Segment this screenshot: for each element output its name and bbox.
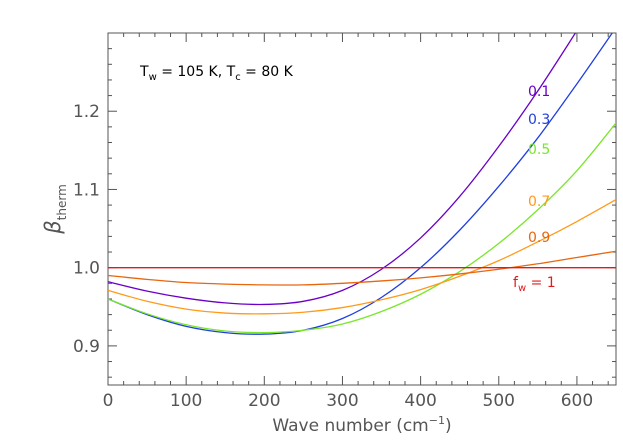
y-axis-label-sub: therm — [55, 184, 69, 220]
annotation-temperatures: Tw = 105 K, Tc = 80 K — [139, 64, 294, 83]
series-line-0-9 — [108, 250, 616, 286]
x-tick-label: 0 — [103, 391, 114, 411]
annotation-part: = 105 K, T — [157, 64, 236, 80]
series-label-eq: = — [526, 275, 547, 291]
x-tick-label: 400 — [404, 391, 436, 411]
y-tick-label: 1.2 — [73, 102, 100, 122]
x-axis-label-sup: −1 — [429, 414, 445, 427]
x-tick-label: 500 — [483, 391, 515, 411]
annotation-part: = 80 K — [241, 64, 294, 80]
x-axis-label-end: ) — [445, 416, 452, 436]
x-tick-label: 200 — [248, 391, 280, 411]
series-label-prefix-sub: w — [518, 283, 526, 294]
series-label: 0.3 — [528, 112, 550, 128]
series-labels: 0.1 0.3 0.5 0.7 0.9 fw = 1 — [513, 84, 556, 294]
y-tick-label: 0.9 — [73, 337, 100, 357]
series-label: 0.5 — [528, 142, 550, 158]
series-label: 0.1 — [528, 84, 550, 100]
x-axis-label: Wave number (cm−1) — [272, 414, 451, 436]
series-label: 0.9 — [528, 230, 550, 246]
series-label: fw = 1 — [513, 275, 556, 294]
y-axis-label-main: β — [41, 220, 65, 234]
y-tick-label: 1.1 — [73, 180, 100, 200]
x-axis-label-main: Wave number (cm — [272, 416, 428, 436]
x-tick-label: 600 — [561, 391, 593, 411]
series-line-0-7 — [108, 199, 616, 315]
annotation-part: w — [149, 72, 157, 83]
y-axis-label: βtherm — [41, 184, 69, 235]
series-label-value: 1 — [547, 275, 556, 291]
x-tick-label: 100 — [170, 391, 202, 411]
x-tick-label: 300 — [326, 391, 358, 411]
series-label-prefix: f — [513, 275, 519, 291]
annotation-part: c — [235, 72, 241, 83]
y-tick-label: 1.0 — [73, 259, 100, 279]
series-label: 0.7 — [528, 194, 550, 210]
plot-frame — [107, 32, 617, 386]
series-lines — [108, 33, 616, 335]
series-line-0-3 — [108, 33, 614, 335]
annotation-part: T — [139, 64, 149, 80]
series-line-0-1 — [108, 33, 577, 306]
series-line-0-5 — [108, 122, 616, 334]
axis-ticks: 0 100 200 300 400 500 600 0.9 1.0 1.1 1.2 — [73, 33, 616, 411]
